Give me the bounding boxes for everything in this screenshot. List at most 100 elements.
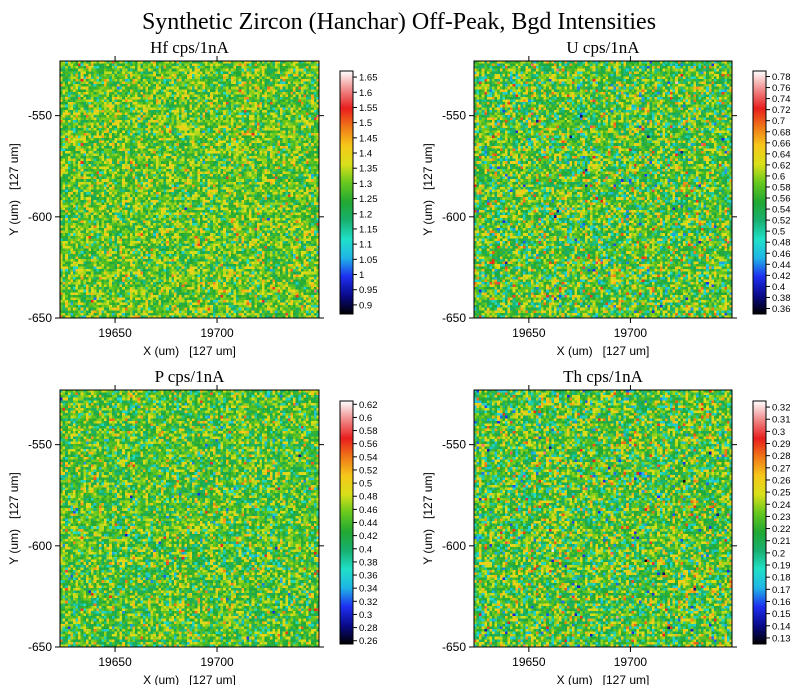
colorbar-tick-label: 0.78 (772, 72, 791, 83)
y-tick-label: -550 (28, 109, 52, 123)
x-tick-label: 19650 (512, 655, 546, 669)
colorbar (339, 400, 354, 645)
plot-frame (473, 389, 733, 648)
colorbar-tick-label: 0.3 (359, 610, 372, 621)
colorbar-tick-label: 1 (359, 270, 364, 281)
colorbar-tick-label: 0.38 (359, 557, 378, 568)
colorbar-tick-label: 0.68 (772, 127, 791, 138)
colorbar-tick-label: 0.74 (772, 94, 791, 105)
colorbar-tick-label: 0.46 (772, 249, 791, 260)
colorbar-tick-label: 0.3 (772, 427, 785, 438)
colorbar-tick-label: 0.21 (772, 536, 791, 547)
x-tick-label: 19700 (614, 326, 648, 340)
colorbar-tick-label: 0.7 (772, 116, 785, 127)
colorbar-tick-label: 0.28 (772, 451, 791, 462)
y-axis-label: Y (um) [127 um] (421, 143, 435, 235)
colorbar-tick-label: 1.65 (359, 73, 378, 84)
colorbar-tick-label: 0.27 (772, 463, 791, 474)
panel-title: U cps/1nA (566, 38, 640, 57)
heatmap-panel-2: U cps/1nA 19650 19700 -550 -600 -650 X (um) [1… (421, 38, 791, 358)
colorbar-tick-label: 0.19 (772, 561, 791, 572)
colorbar-tick-label: 1.3 (359, 179, 372, 190)
colorbar-tick-label: 0.58 (772, 182, 791, 193)
colorbar-tick-label: 0.44 (772, 260, 791, 271)
colorbar-tick-label: 0.2 (772, 548, 785, 559)
colorbar-tick-label: 0.58 (359, 426, 378, 437)
colorbar-tick-label: 0.64 (772, 149, 791, 160)
colorbar-tick-label: 0.42 (359, 531, 378, 542)
colorbar-tick-label: 0.4 (359, 544, 372, 555)
colorbar-tick-label: 0.13 (772, 633, 791, 644)
y-tick-label: -650 (442, 311, 466, 325)
y-axis-label: Y (um) [127 um] (7, 472, 21, 564)
colorbar-tick-label: 0.42 (772, 271, 791, 282)
colorbar-tick-label: 1.2 (359, 209, 372, 220)
colorbar-tick-label: 0.22 (772, 524, 791, 535)
colorbar-tick-label: 0.62 (359, 400, 378, 411)
colorbar-tick-label: 1.45 (359, 133, 378, 144)
y-tick-label: -600 (28, 210, 52, 224)
colorbar-tick-label: 0.44 (359, 518, 378, 529)
colorbar-tick-label: 0.46 (359, 505, 378, 516)
panel-title: Th cps/1nA (563, 367, 644, 386)
plot-frame (473, 60, 733, 319)
y-tick-label: -550 (442, 109, 466, 123)
colorbar-tick-label: 0.29 (772, 439, 791, 450)
page-title: Synthetic Zircon (Hanchar) Off-Peak, Bgd… (142, 9, 656, 35)
colorbar-tick-label: 0.52 (359, 465, 378, 476)
colorbar-tick-label: 0.6 (772, 171, 785, 182)
colorbar-tick-label: 1.5 (359, 118, 372, 129)
x-axis-label: X (um) [127 um] (143, 673, 236, 685)
heatmap-image (474, 390, 732, 647)
y-tick-label: -650 (442, 640, 466, 654)
y-tick-label: -600 (442, 539, 466, 553)
colorbar-tick-label: 0.25 (772, 488, 791, 499)
colorbar-tick-label: 0.95 (359, 285, 378, 296)
x-tick-label: 19700 (200, 655, 234, 669)
colorbar-tick-label: 0.15 (772, 609, 791, 620)
colorbar-tick-label: 1.6 (359, 88, 372, 99)
colorbar-tick-label: 0.6 (359, 413, 372, 424)
x-tick-label: 19650 (512, 326, 546, 340)
colorbar-tick-label: 0.52 (772, 216, 791, 227)
heatmap-panel-4: Th cps/1nA 19650 19700 -550 -600 -650 X (um) [… (421, 367, 791, 687)
y-tick-label: -650 (28, 640, 52, 654)
panel-title: P cps/1nA (155, 367, 225, 386)
colorbar (752, 70, 767, 315)
y-axis-label: Y (um) [127 um] (421, 472, 435, 564)
colorbar-tick-label: 0.32 (772, 403, 791, 414)
heatmap-image (474, 61, 732, 318)
colorbar-tick-label: 0.62 (772, 160, 791, 171)
colorbar-tick-label: 0.36 (359, 571, 378, 582)
colorbar-tick-label: 0.76 (772, 83, 791, 94)
colorbar-tick-label: 0.56 (359, 439, 378, 450)
colorbar-tick-label: 1.55 (359, 103, 378, 114)
plot-frame (59, 389, 320, 648)
colorbar-tick-label: 0.36 (772, 304, 791, 315)
colorbar-tick-label: 1.35 (359, 164, 378, 175)
colorbar-tick-label: 0.56 (772, 194, 791, 205)
colorbar-tick-label: 1.1 (359, 240, 372, 251)
colorbar-tick-label: 1.4 (359, 149, 372, 160)
panel-title: Hf cps/1nA (150, 38, 230, 57)
heatmap-image (60, 390, 319, 647)
colorbar-tick-label: 0.32 (359, 597, 378, 608)
colorbar-tick-label: 0.48 (772, 238, 791, 249)
colorbar-tick-label: 0.16 (772, 597, 791, 608)
x-tick-label: 19700 (200, 326, 234, 340)
x-axis-label: X (um) [127 um] (557, 344, 650, 358)
colorbar-tick-label: 0.9 (359, 300, 372, 311)
colorbar-tick-label: 0.26 (772, 475, 791, 486)
x-axis-label: X (um) [127 um] (143, 344, 236, 358)
colorbar-tick-label: 0.38 (772, 293, 791, 304)
heatmap-image (60, 61, 319, 318)
colorbar-tick-label: 0.34 (359, 584, 378, 595)
colorbar-tick-label: 0.66 (772, 138, 791, 149)
y-tick-label: -600 (442, 210, 466, 224)
colorbar-tick-label: 0.18 (772, 573, 791, 584)
y-tick-label: -550 (442, 438, 466, 452)
colorbar-tick-label: 0.17 (772, 585, 791, 596)
colorbar-tick-label: 0.5 (359, 479, 372, 490)
